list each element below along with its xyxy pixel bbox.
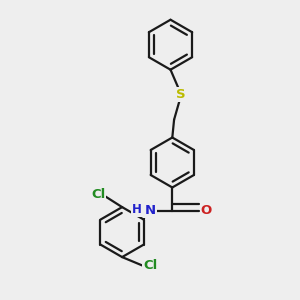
Text: H: H (132, 203, 142, 216)
Text: Cl: Cl (143, 260, 158, 272)
Text: Cl: Cl (91, 188, 105, 201)
Text: O: O (201, 204, 212, 217)
Text: N: N (144, 204, 156, 217)
Text: S: S (176, 88, 186, 101)
